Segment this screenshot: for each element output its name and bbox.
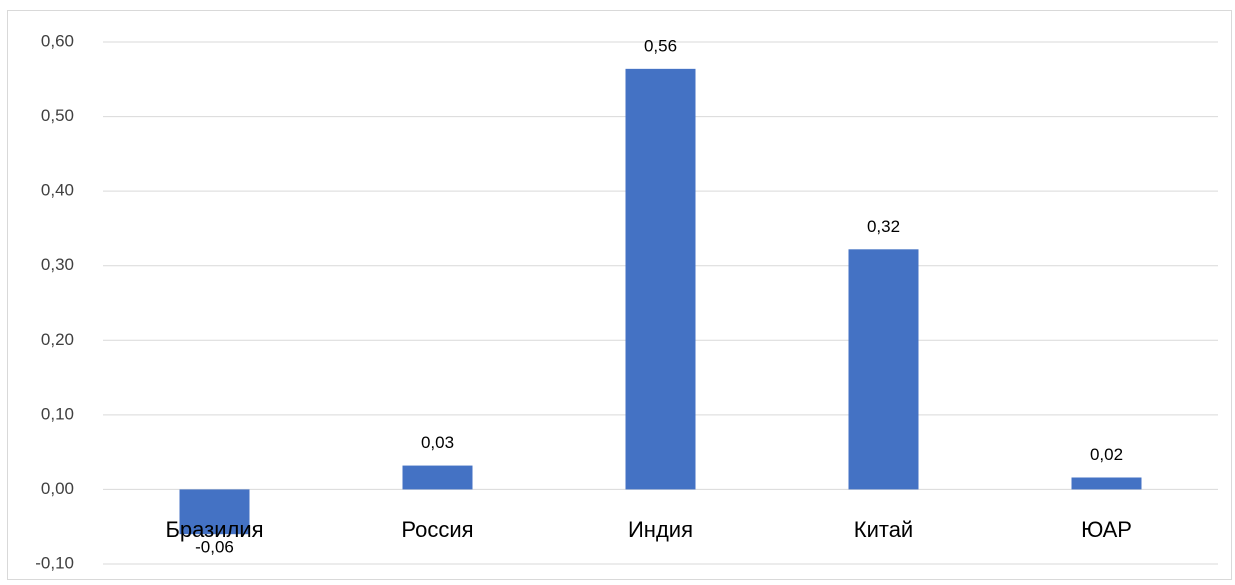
y-tick-label: 0,10 bbox=[41, 404, 74, 423]
x-tick-label: Россия bbox=[401, 517, 473, 542]
chart-border bbox=[7, 10, 1232, 580]
y-tick-label: 0,60 bbox=[41, 31, 74, 50]
data-label: 0,32 bbox=[867, 217, 900, 236]
data-label: -0,06 bbox=[195, 538, 234, 557]
bar bbox=[1071, 477, 1142, 490]
y-tick-label: 0,20 bbox=[41, 330, 74, 349]
y-tick-label: 0,40 bbox=[41, 181, 74, 200]
y-tick-label: -0,10 bbox=[35, 553, 74, 572]
data-label: 0,03 bbox=[421, 433, 454, 452]
x-tick-label: Бразилия bbox=[165, 517, 263, 542]
x-tick-label: Китай bbox=[854, 517, 913, 542]
y-tick-label: 0,00 bbox=[41, 479, 74, 498]
bar bbox=[625, 68, 696, 490]
data-label: 0,56 bbox=[644, 36, 677, 55]
bar bbox=[402, 465, 473, 490]
bar bbox=[848, 249, 919, 490]
x-tick-label: ЮАР bbox=[1081, 517, 1132, 542]
data-label: 0,02 bbox=[1090, 445, 1123, 464]
x-tick-label: Индия bbox=[628, 517, 693, 542]
y-tick-label: 0,50 bbox=[41, 106, 74, 125]
y-tick-label: 0,30 bbox=[41, 255, 74, 274]
bar bbox=[179, 489, 250, 535]
